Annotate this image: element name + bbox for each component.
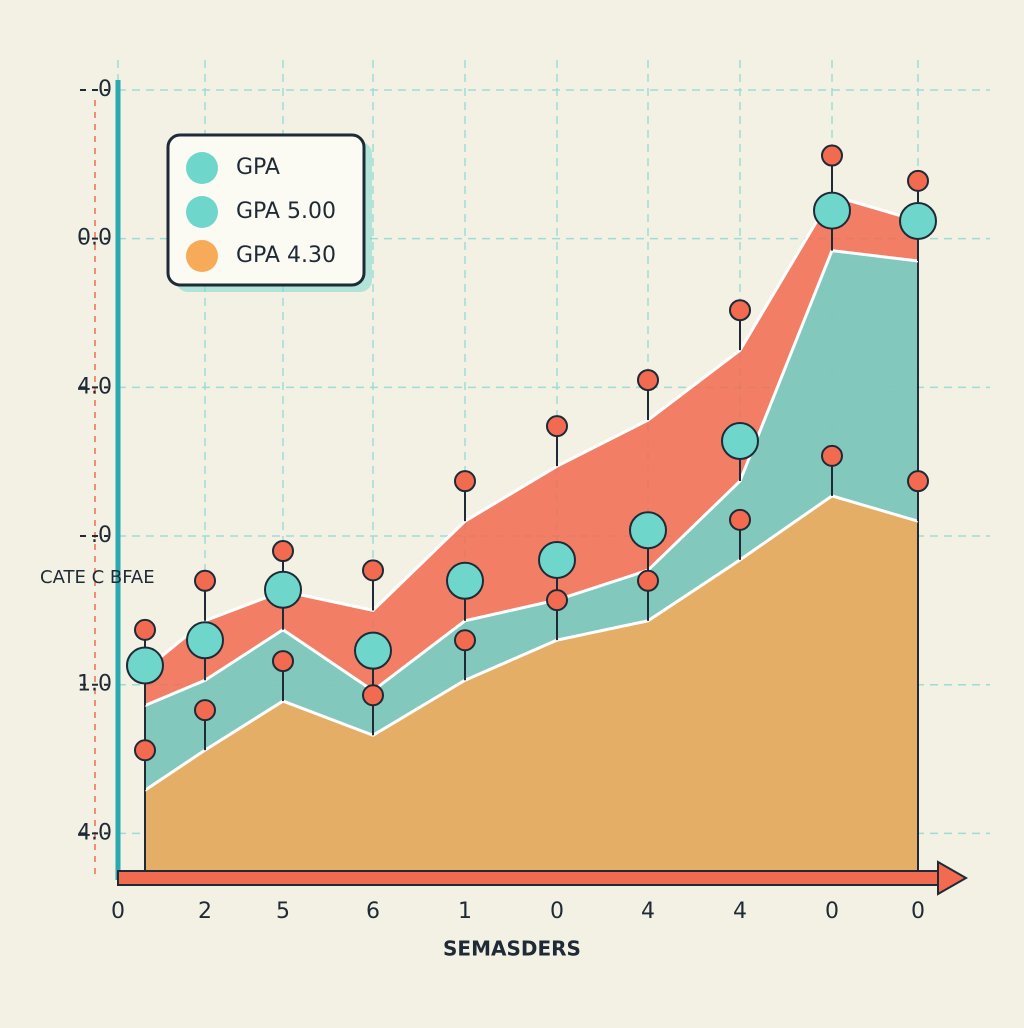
marker <box>272 650 294 673</box>
marker <box>729 508 751 531</box>
x-tick-label: 0 <box>550 899 564 924</box>
marker <box>186 621 224 660</box>
marker <box>362 559 384 582</box>
legend-label: GPA <box>236 155 280 180</box>
legend: GPA GPA 5.00 GPA 4.30 <box>166 133 372 292</box>
marker <box>821 144 843 167</box>
legend-label: GPA 5.00 <box>236 199 336 224</box>
x-tick-label: 2 <box>198 899 212 924</box>
y-tick-label: .0 <box>91 523 112 548</box>
marker <box>538 540 576 579</box>
x-axis-arrow <box>937 860 969 896</box>
legend-label: GPA 4.30 <box>236 243 336 268</box>
marker <box>446 561 484 600</box>
marker <box>907 470 929 493</box>
marker <box>907 169 929 192</box>
x-tick-label: 0 <box>911 899 925 924</box>
marker <box>899 201 937 240</box>
marker <box>637 369 659 392</box>
marker <box>362 684 384 707</box>
line <box>144 494 919 792</box>
x-axis-label: SEMASDERS <box>443 937 581 961</box>
marker <box>729 299 751 322</box>
marker <box>264 570 302 609</box>
x-tick-label: 0 <box>111 899 125 924</box>
marker <box>354 631 392 670</box>
marker <box>134 739 156 762</box>
marker <box>454 470 476 493</box>
x-tick-label: 0 <box>825 899 839 924</box>
x-axis <box>117 870 939 886</box>
line <box>144 248 919 707</box>
marker <box>637 569 659 592</box>
marker <box>721 422 759 461</box>
line <box>144 193 919 672</box>
marker <box>194 699 216 722</box>
legend-swatch <box>186 196 218 228</box>
marker <box>629 511 667 550</box>
marker <box>126 646 164 685</box>
x-tick-label: 5 <box>276 899 290 924</box>
marker <box>454 629 476 652</box>
marker <box>272 540 294 563</box>
x-tick-label: 1 <box>458 899 472 924</box>
marker <box>546 415 568 438</box>
marker <box>546 589 568 612</box>
marker <box>134 618 156 641</box>
marker <box>194 569 216 592</box>
marker <box>821 444 843 467</box>
y-axis-label: CATE C BFAE <box>40 567 155 588</box>
x-tick-label: 4 <box>733 899 747 924</box>
legend-swatch <box>186 240 218 272</box>
ticks: 4.01.0.04.00.000 2 5 6 1 0 4 4 0 0 <box>77 77 925 924</box>
legend-swatch <box>186 152 218 184</box>
x-tick-label: 4 <box>641 899 655 924</box>
marker <box>813 191 851 230</box>
x-tick-label: 6 <box>366 899 380 924</box>
